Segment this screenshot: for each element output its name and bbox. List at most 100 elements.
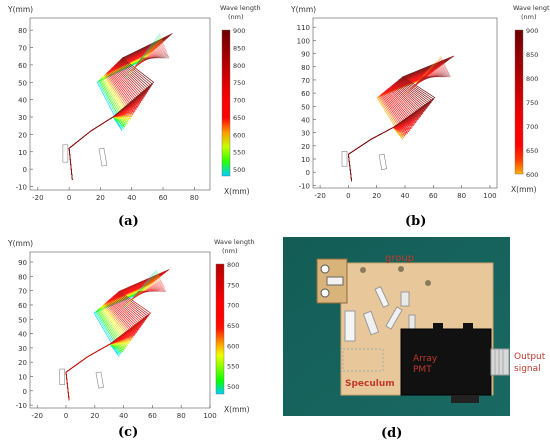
x-tick-label: 80 — [190, 194, 199, 202]
y-tick-label: 80 — [18, 273, 27, 281]
y-tick-label: 50 — [18, 316, 27, 324]
y-tick-label: 50 — [301, 103, 310, 111]
colorbar-tick-label: 600 — [233, 131, 245, 139]
output-ray — [136, 51, 167, 64]
label-pmt: PMT — [413, 365, 432, 375]
ray — [68, 41, 164, 180]
y-tick-label: 60 — [18, 62, 27, 70]
y-tick-label: 60 — [301, 90, 310, 98]
y-tick-label: 80 — [301, 64, 310, 72]
y-tick-label: 40 — [301, 116, 310, 124]
x-tick-label: 20 — [372, 192, 381, 200]
y-tick-label: -10 — [16, 184, 27, 192]
ray — [348, 62, 445, 182]
ray — [348, 55, 455, 182]
y-tick-label: 20 — [18, 359, 27, 367]
x-tick-label: 20 — [96, 194, 105, 202]
colorbar-tick-label: 650 — [233, 114, 245, 122]
x-tick-label: 60 — [159, 194, 168, 202]
x-tick-label: 100 — [483, 192, 496, 200]
colorbar — [215, 263, 225, 395]
colorbar-tick-label: 750 — [526, 99, 538, 107]
ray — [68, 38, 167, 180]
raytrace-panel-c: -10 0 10 20 30 40 50 60 70 80 90 -20 0 20 40 60 80 100 Y(m… — [0, 232, 270, 447]
ray-bundle — [62, 33, 173, 180]
y-axis-label: Y(mm) — [7, 5, 33, 14]
label-array: Array — [413, 354, 438, 364]
colorbar-tick-label: 600 — [526, 171, 538, 179]
output-ray — [415, 68, 448, 84]
colorbar-title: Wave length — [220, 4, 261, 12]
plot-frame — [312, 17, 498, 189]
y-axis-label: Y(mm) — [290, 5, 316, 14]
ray — [68, 43, 161, 180]
x-tick-label: -20 — [32, 194, 43, 202]
y-tick-label: 80 — [18, 27, 27, 35]
x-axis-label: X(mm) — [511, 185, 537, 194]
y-tick-label: 10 — [301, 156, 310, 164]
y-tick-label: 60 — [18, 302, 27, 310]
ray — [68, 33, 173, 180]
x-tick-label: 40 — [401, 192, 410, 200]
y-tick-label: 110 — [297, 24, 310, 32]
mirror-element — [62, 144, 69, 163]
x-tick-label: 80 — [457, 192, 466, 200]
colorbar-tick-label: 550 — [227, 363, 239, 371]
ray — [348, 60, 448, 182]
colorbar-unit: (nm) — [521, 13, 537, 21]
output-ray — [416, 70, 448, 83]
ray — [68, 40, 165, 180]
mirror-element — [59, 368, 66, 385]
y-tick-label: 50 — [18, 79, 27, 87]
ray — [65, 269, 170, 401]
colorbar — [514, 29, 524, 175]
y-tick-label: 100 — [297, 37, 310, 45]
ray — [348, 61, 446, 182]
y-tick-label: -10 — [16, 402, 27, 410]
raytrace-plot-a: -10 0 10 20 30 40 50 60 70 80 -20 0 20 40 60 80 Y(mm) X(m… — [7, 4, 261, 202]
x-tick-label: 80 — [177, 412, 186, 420]
x-tick-label: 40 — [127, 194, 136, 202]
colorbar-tick-label: 800 — [526, 75, 538, 83]
raytrace-panel-a: -10 0 10 20 30 40 50 60 70 80 -20 0 20 40 60 80 Y(mm) X(m… — [0, 0, 270, 235]
y-tick-label: 20 — [18, 131, 27, 139]
y-tick-label: 10 — [18, 374, 27, 382]
ray-bundle — [59, 269, 170, 401]
raytrace-plot-c: -10 0 10 20 30 40 50 60 70 80 90 -20 0 20 40 60 80 100 Y(m… — [7, 238, 255, 420]
colorbar-tick-label: 550 — [233, 149, 245, 157]
colorbar-tick-label: 750 — [227, 281, 239, 289]
y-tick-label: 0 — [23, 388, 27, 396]
x-tick-label: 20 — [90, 412, 99, 420]
y-tick-label: 40 — [18, 331, 27, 339]
colorbar — [221, 29, 231, 177]
colorbar-tick-label: 700 — [526, 123, 538, 131]
colorbar-tick-label: 800 — [233, 62, 245, 70]
mirror-element — [341, 151, 348, 167]
panel-caption-a: (a) — [118, 214, 139, 229]
ray — [65, 278, 158, 401]
colorbar-tick-label: 500 — [233, 166, 245, 174]
colorbar-tick-label: 500 — [227, 383, 239, 391]
y-tick-label: 30 — [301, 130, 310, 138]
output-ray — [133, 285, 164, 297]
y-tick-label: 70 — [18, 288, 27, 296]
colorbar-tick-label: 700 — [227, 302, 239, 310]
y-tick-label: 70 — [301, 77, 310, 85]
colorbar-unit: (nm) — [222, 247, 238, 255]
spectrometer-photo: group Speculum Array PMT Output signal (… — [283, 237, 546, 441]
x-tick-label: 60 — [148, 412, 157, 420]
x-tick-label: -20 — [314, 192, 325, 200]
raytrace-panel-b: -10 0 10 20 30 40 50 60 70 80 90 100 110 -20 0 20 40 60 80… — [275, 0, 550, 235]
panel-caption-c: (c) — [118, 425, 139, 440]
colorbar-tick-label: 900 — [233, 27, 245, 35]
colorbar-tick-label: 600 — [227, 342, 239, 350]
colorbar-title: Wave length — [214, 238, 255, 246]
x-axis-label: X(mm) — [224, 405, 250, 414]
output-ray — [135, 48, 166, 66]
label-signal: signal — [514, 364, 541, 374]
label-output: Output — [514, 352, 546, 362]
colorbar-tick-label: 850 — [233, 44, 245, 52]
plot-frame — [29, 17, 211, 191]
label-speculum: Speculum — [345, 379, 395, 389]
ray — [65, 273, 164, 401]
